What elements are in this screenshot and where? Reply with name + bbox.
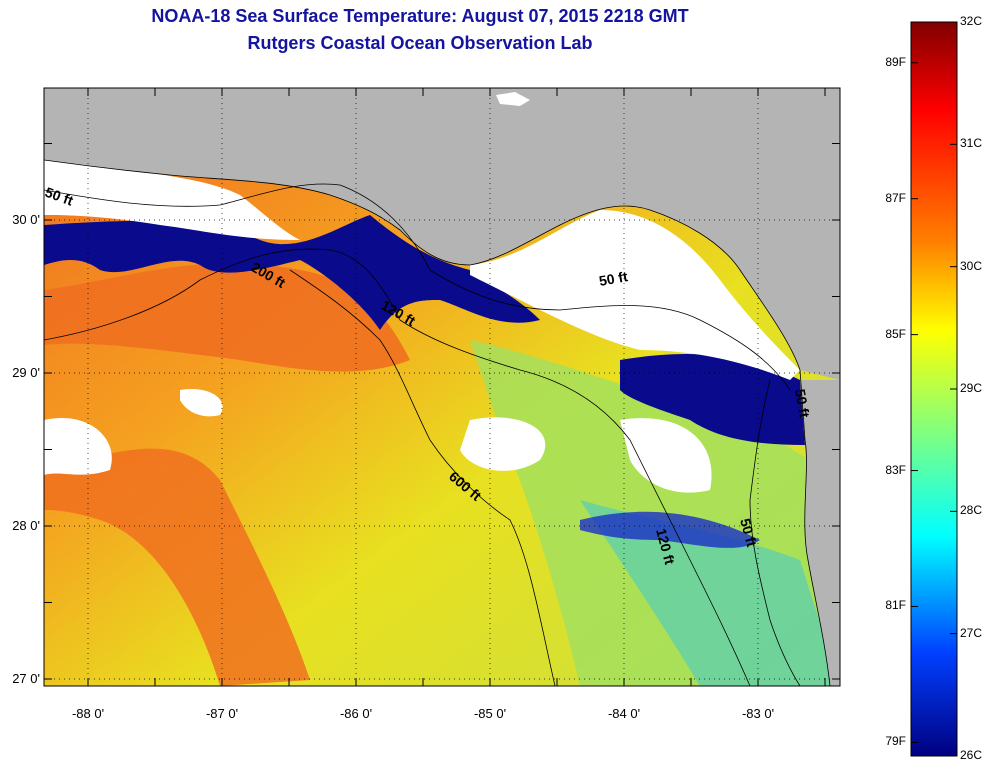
- cloud-patch-1: [44, 418, 112, 475]
- contour-label-50ft-east: 50 ft: [792, 388, 813, 419]
- contour-50ft-south: [749, 379, 801, 686]
- lat-tick-label: 30 0': [12, 212, 40, 227]
- lon-tick-label: -88 0': [71, 706, 105, 721]
- warm-region-southwest: [44, 448, 310, 686]
- cloud-over-land-west: [44, 160, 300, 240]
- colorbar-fahrenheit-label: 79F: [885, 734, 906, 749]
- cold-water-south-streak: [580, 511, 760, 548]
- colorbar-fahrenheit-label: 85F: [885, 326, 906, 341]
- colorbar-celsius-label: 31C: [960, 136, 983, 151]
- lat-tick-label: 27 0': [12, 671, 40, 686]
- contour-label-50ft-bigbend: 50 ft: [598, 268, 629, 289]
- colorbar-celsius-label: 26C: [960, 748, 983, 762]
- map-plot-area: 50 ft 200 ft 120 ft 50 ft 600 ft 120 ft …: [44, 88, 840, 686]
- shelf-water-cyan: [580, 500, 840, 686]
- lon-tick-label: -87 0': [205, 706, 239, 721]
- colorbar-celsius-label: 30C: [960, 258, 983, 273]
- map-title: NOAA-18 Sea Surface Temperature: August …: [151, 6, 689, 26]
- colorbar-fahrenheit-label: 83F: [885, 462, 906, 477]
- land-north: [44, 88, 840, 380]
- cloud-patch-4: [180, 389, 223, 417]
- land-peninsula: [800, 380, 840, 686]
- contour-120ft: [44, 248, 751, 686]
- warm-region-north: [44, 263, 410, 372]
- colorbar-celsius-label: 28C: [960, 503, 983, 518]
- lon-tick-label: -84 0': [607, 706, 641, 721]
- colorbar-fahrenheit-label: 89F: [885, 54, 906, 69]
- colorbar-fahrenheit-label: 87F: [885, 190, 906, 205]
- colorbar-celsius-label: 32C: [960, 14, 983, 28]
- colorbar: [910, 21, 958, 757]
- map-frame: [43, 87, 841, 687]
- colorbar-celsius-label: 27C: [960, 625, 983, 640]
- cloud-patch-2: [460, 417, 546, 471]
- lon-tick-label: -86 0': [339, 706, 373, 721]
- map-subtitle: Rutgers Coastal Ocean Observation Lab: [247, 33, 593, 53]
- cloud-over-land-east: [470, 210, 800, 380]
- colorbar-fahrenheit-label: 81F: [885, 598, 906, 613]
- contour-50ft-north: [44, 183, 791, 391]
- cloud-over-land-top: [496, 92, 530, 106]
- coastline: [44, 159, 831, 686]
- colorbar-celsius-label: 29C: [960, 381, 983, 395]
- axis-ticks: [44, 88, 840, 686]
- cold-water-big-bend: [620, 354, 805, 445]
- lon-tick-label: -83 0': [741, 706, 775, 721]
- lon-tick-label: -85 0': [473, 706, 507, 721]
- lat-tick-label: 28 0': [12, 518, 40, 533]
- cold-water-north-coast: [44, 215, 540, 330]
- lat-tick-label: 29 0': [12, 365, 40, 380]
- cloud-patch-3: [620, 418, 712, 493]
- contour-600ft: [289, 269, 556, 686]
- colorbar-ticks: [911, 21, 957, 757]
- contour-label-50ft-south: 50 ft: [737, 517, 760, 549]
